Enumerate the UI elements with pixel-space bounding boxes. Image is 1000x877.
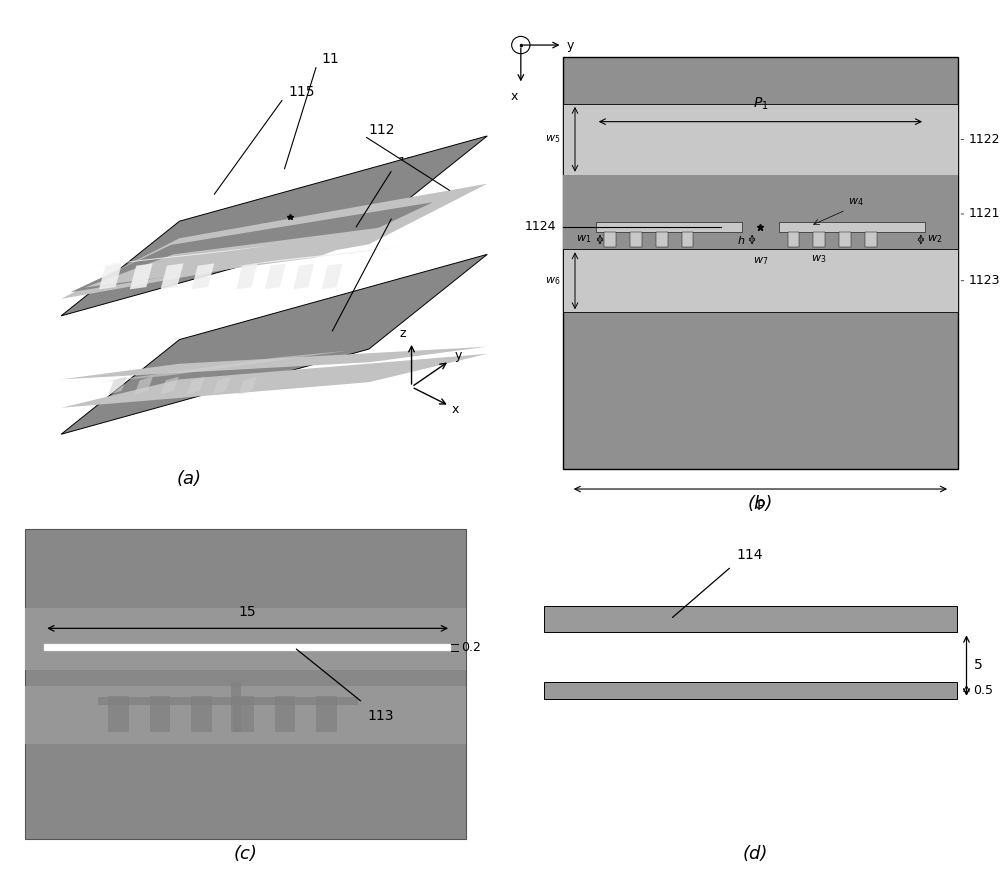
- Bar: [562, 175, 958, 249]
- Text: 1123: 1123: [969, 275, 1000, 288]
- Text: 15: 15: [239, 605, 256, 619]
- Text: $P_1$: $P_1$: [753, 96, 768, 112]
- Text: y: y: [567, 39, 574, 52]
- Text: $w_5$: $w_5$: [545, 133, 560, 146]
- Polygon shape: [239, 376, 257, 395]
- Polygon shape: [135, 376, 153, 395]
- Bar: [316, 696, 337, 731]
- Text: 112: 112: [369, 123, 395, 137]
- Bar: [630, 232, 642, 247]
- Bar: [233, 696, 254, 731]
- Polygon shape: [108, 376, 127, 395]
- Text: $w_1$: $w_1$: [576, 233, 592, 246]
- Polygon shape: [130, 263, 153, 289]
- Bar: [150, 696, 170, 731]
- Text: (c): (c): [233, 845, 257, 864]
- Bar: [25, 608, 466, 670]
- Bar: [562, 249, 958, 312]
- Text: 111: 111: [397, 156, 424, 170]
- Bar: [839, 232, 851, 247]
- Text: (d): (d): [742, 845, 768, 864]
- Bar: [108, 696, 129, 731]
- Bar: [596, 222, 742, 232]
- Bar: [544, 682, 957, 698]
- Text: $w_4$: $w_4$: [848, 196, 864, 208]
- Text: (b): (b): [748, 495, 773, 513]
- Bar: [604, 232, 616, 247]
- Bar: [98, 697, 358, 705]
- Text: 114: 114: [736, 548, 763, 562]
- Polygon shape: [213, 376, 231, 395]
- Polygon shape: [99, 351, 348, 382]
- Bar: [656, 232, 668, 247]
- Bar: [275, 696, 295, 731]
- Polygon shape: [85, 225, 404, 288]
- Polygon shape: [232, 246, 402, 267]
- Bar: [562, 57, 958, 469]
- Text: 12: 12: [397, 203, 415, 217]
- Text: 1121: 1121: [969, 208, 1000, 220]
- Polygon shape: [90, 246, 273, 267]
- Polygon shape: [293, 264, 314, 289]
- Polygon shape: [71, 203, 433, 292]
- Bar: [25, 530, 466, 838]
- Bar: [44, 644, 451, 651]
- Polygon shape: [265, 264, 286, 289]
- Bar: [230, 682, 241, 731]
- Text: z: z: [400, 327, 406, 340]
- Bar: [779, 222, 925, 232]
- Text: P: P: [756, 499, 765, 513]
- Polygon shape: [187, 376, 205, 395]
- Text: (a): (a): [176, 470, 201, 488]
- Bar: [191, 696, 212, 731]
- Bar: [562, 104, 958, 175]
- Bar: [865, 232, 877, 247]
- Text: $w_2$: $w_2$: [927, 233, 942, 246]
- Polygon shape: [61, 183, 487, 299]
- Text: 11: 11: [322, 52, 339, 66]
- Text: $h$: $h$: [737, 233, 745, 246]
- Polygon shape: [236, 264, 257, 289]
- Polygon shape: [61, 353, 487, 408]
- Bar: [544, 606, 957, 632]
- Text: $w_6$: $w_6$: [545, 275, 560, 287]
- Bar: [682, 232, 693, 247]
- Text: x: x: [511, 90, 518, 103]
- Polygon shape: [161, 263, 183, 289]
- Text: $w_3$: $w_3$: [811, 253, 826, 265]
- Polygon shape: [99, 263, 122, 289]
- Bar: [788, 232, 799, 247]
- Text: 113: 113: [368, 709, 394, 723]
- Bar: [813, 232, 825, 247]
- Polygon shape: [191, 263, 214, 289]
- Text: $w_7$: $w_7$: [753, 255, 768, 267]
- Text: 0.2: 0.2: [461, 641, 481, 654]
- Polygon shape: [61, 254, 487, 434]
- Text: 5: 5: [974, 659, 982, 673]
- Text: 0.5: 0.5: [974, 684, 994, 696]
- Text: 1124: 1124: [525, 220, 556, 233]
- Text: 1122: 1122: [969, 132, 1000, 146]
- Bar: [25, 686, 466, 744]
- Polygon shape: [161, 376, 179, 395]
- Polygon shape: [322, 264, 343, 289]
- Text: x: x: [452, 403, 459, 416]
- Text: y: y: [454, 348, 462, 361]
- Polygon shape: [61, 346, 487, 380]
- Text: 115: 115: [288, 85, 315, 99]
- Polygon shape: [61, 136, 487, 316]
